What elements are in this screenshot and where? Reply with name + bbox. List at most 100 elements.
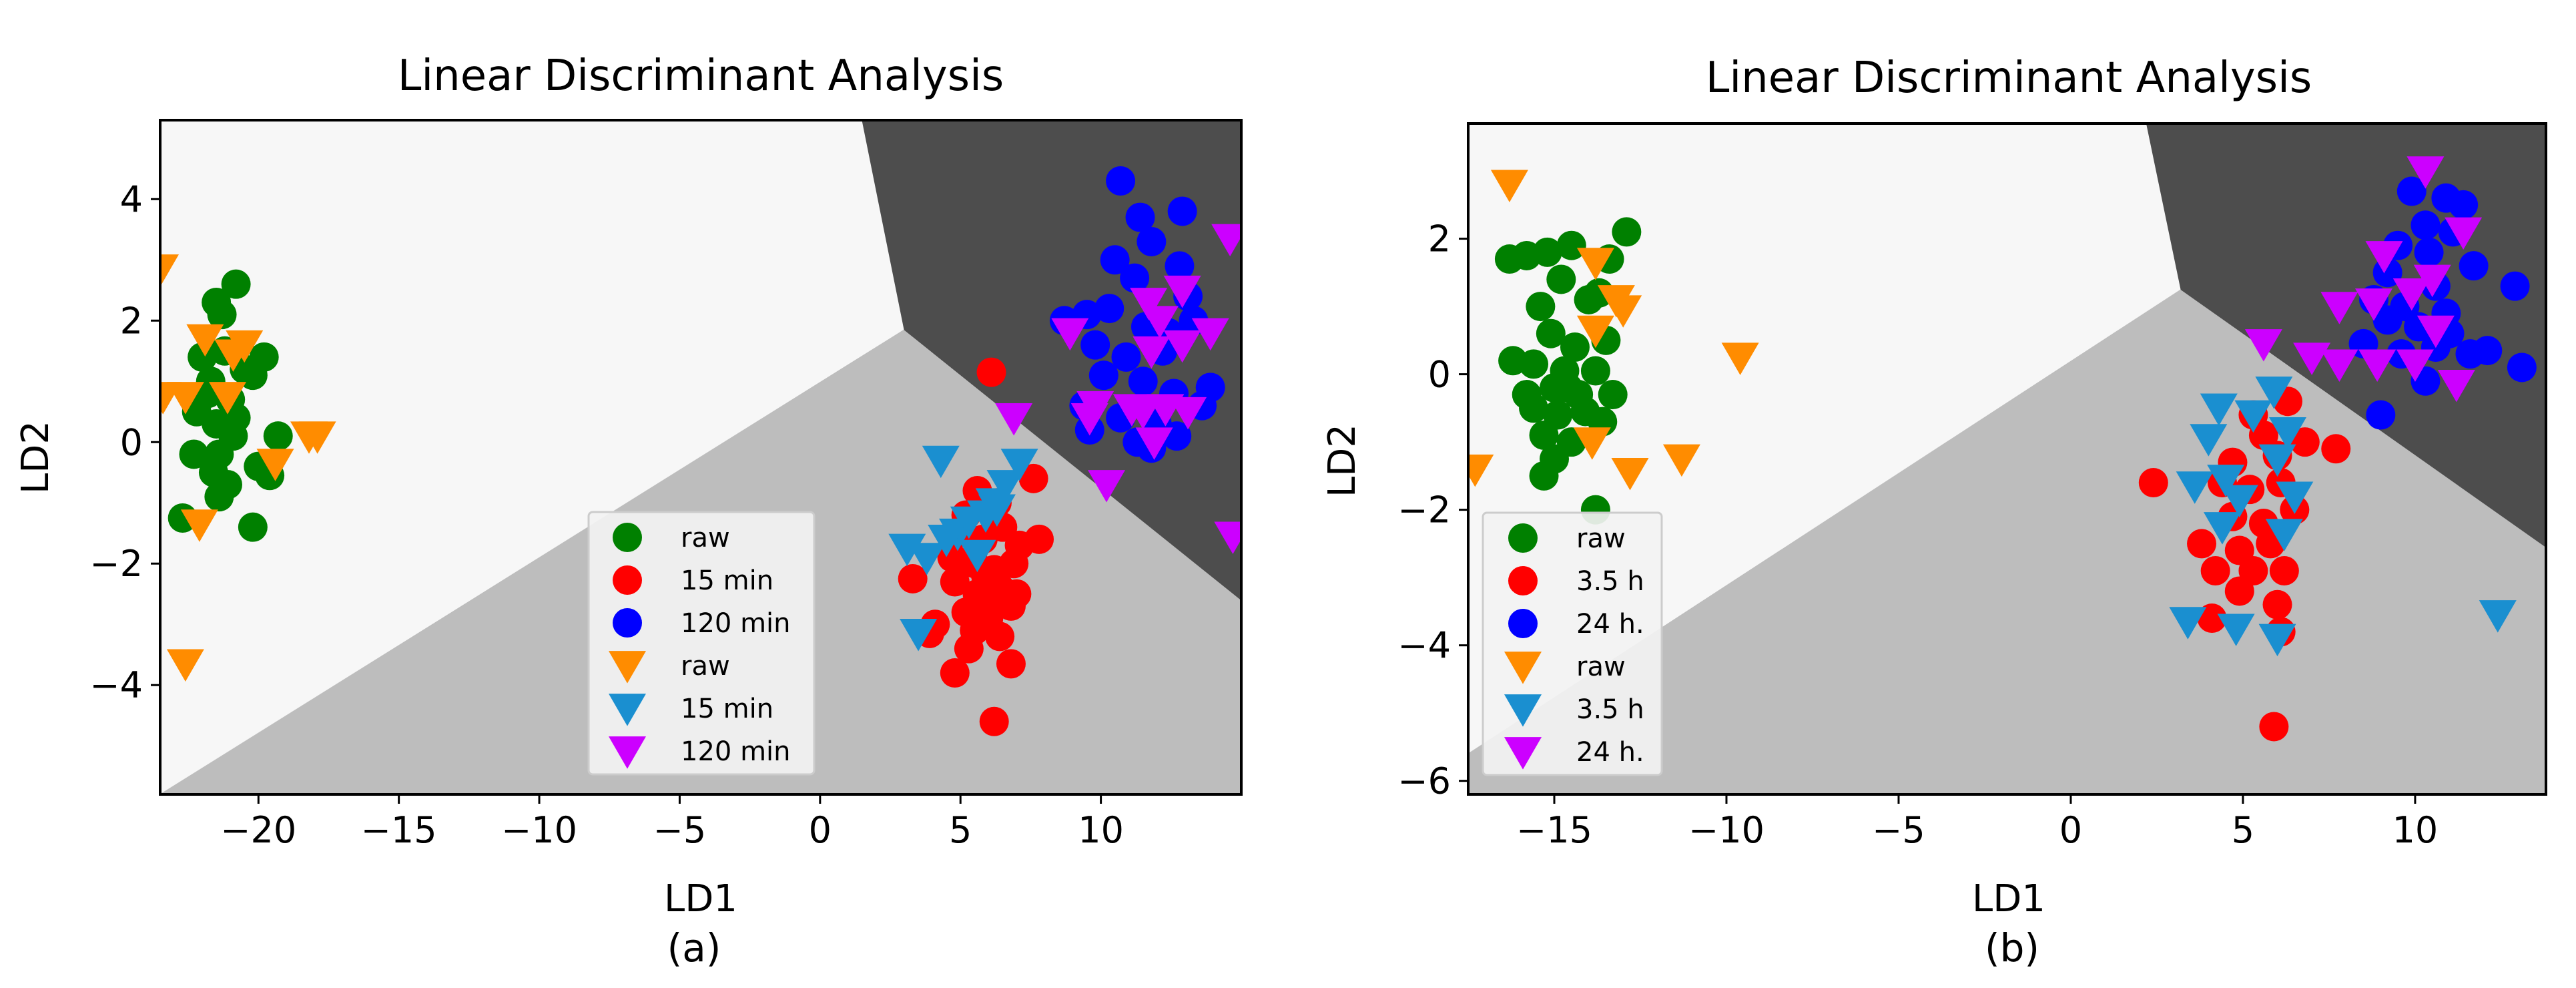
circle-point — [263, 421, 293, 451]
circle-point — [2187, 529, 2217, 559]
chart-panel-b: −15 −10 −5 0 5 10 −6 −4 −2 0 2 Linear Discriminan… — [1321, 53, 2547, 971]
circle-point — [2259, 712, 2289, 742]
circle-point — [1018, 463, 1048, 493]
y-tick-label: −4 — [1397, 625, 1451, 667]
circle-point — [1111, 342, 1141, 372]
triangle-point — [1141, 306, 1179, 338]
circle-point — [188, 342, 218, 372]
decision-region — [160, 120, 905, 330]
legend-marker — [1504, 652, 1542, 684]
circle-point — [976, 357, 1006, 387]
legend-marker — [609, 736, 646, 769]
circle-point — [1137, 226, 1167, 256]
y-tick-label: 0 — [1428, 354, 1451, 396]
legend-label: 15 min — [681, 694, 773, 724]
legend-marker — [1508, 609, 1538, 638]
triangle-point — [2365, 241, 2403, 274]
y-tick-label: −2 — [1397, 489, 1451, 531]
circle-point — [1560, 332, 1590, 362]
circle-point — [2138, 468, 2168, 498]
triangle-point — [928, 524, 966, 557]
triangle-point — [2413, 264, 2451, 298]
circle-point — [999, 549, 1029, 579]
circle-point — [2200, 556, 2230, 585]
x-axis-label-b: LD1 — [1972, 877, 2045, 921]
circle-point — [1094, 294, 1124, 324]
triangle-point — [1070, 403, 1108, 436]
legend-box-a — [587, 511, 816, 776]
triangle-point — [1576, 315, 1614, 348]
triangle-point — [2479, 600, 2517, 633]
triangle-point — [160, 254, 179, 287]
legend-label: raw — [681, 523, 730, 553]
triangle-point — [1133, 336, 1171, 369]
circle-point — [1088, 360, 1118, 391]
legend-marker — [609, 694, 646, 726]
circle-point — [1574, 284, 1604, 314]
triangle-point — [1604, 295, 1642, 328]
triangle-point — [2217, 613, 2255, 646]
triangle-point — [214, 339, 252, 372]
triangle-point — [2220, 485, 2258, 518]
x-tick-label: −15 — [1516, 809, 1592, 851]
legend-label: raw — [1576, 523, 1626, 554]
circle-point — [1526, 292, 1556, 322]
triangle-point — [1000, 449, 1038, 481]
triangle-point — [1088, 470, 1126, 503]
triangle-point — [922, 445, 960, 479]
circle-point — [2262, 589, 2292, 620]
triangle-point — [2293, 342, 2331, 375]
circle-point — [204, 482, 234, 512]
circle-point — [1120, 263, 1150, 293]
circle-point — [940, 658, 970, 688]
circle-point — [2269, 556, 2299, 585]
legend-entry: raw — [613, 523, 730, 553]
circle-point — [985, 622, 1015, 652]
legend-entry: 120 min — [613, 608, 791, 639]
legend-entry: 3.5 h — [1504, 694, 1644, 727]
circle-point — [2224, 576, 2254, 606]
triangle-point — [256, 449, 294, 481]
circle-point — [1128, 366, 1158, 397]
legend-marker — [613, 523, 642, 552]
x-tick-label: −10 — [501, 809, 577, 851]
triangle-point — [2169, 607, 2207, 640]
triangle-point — [2406, 156, 2445, 189]
circle-point — [979, 706, 1009, 736]
x-tick-label: −20 — [220, 809, 296, 851]
circle-point — [1612, 217, 1642, 247]
triangle-point — [888, 533, 926, 567]
scatter-points-a — [160, 166, 1241, 736]
legend-label: 120 min — [681, 608, 791, 639]
y-ticks-b: −6 −4 −2 0 2 — [1397, 218, 1468, 802]
x-tick-label: 5 — [949, 809, 972, 851]
circle-point — [1580, 356, 1610, 386]
triangle-point — [2276, 481, 2314, 514]
legend-marker — [1508, 566, 1538, 595]
x-tick-label: 0 — [809, 809, 832, 851]
legend-marker — [1508, 523, 1538, 553]
triangle-point — [2190, 424, 2228, 457]
chart-title-b: Linear Discriminant Analysis — [1706, 53, 2312, 103]
triangle-point — [2417, 315, 2455, 348]
circle-point — [179, 439, 209, 469]
x-tick-label: 10 — [2392, 809, 2439, 851]
y-tick-label: −4 — [89, 664, 143, 706]
circle-point — [1536, 318, 1566, 348]
scatter-points-b — [1468, 156, 2537, 742]
triangle-point — [908, 543, 946, 575]
triangle-point — [1051, 318, 1089, 351]
circle-point — [1529, 461, 1559, 491]
circle-point — [988, 585, 1018, 615]
circle-point — [204, 439, 234, 469]
circle-point — [1519, 349, 1549, 379]
circle-point — [1546, 264, 1576, 294]
y-tick-label: 2 — [1428, 218, 1451, 260]
triangle-point — [298, 421, 336, 454]
circle-point — [1553, 373, 1583, 403]
circle-point — [1512, 380, 1542, 410]
legend-b: raw 3.5 h 24 h. raw 3.5 h 24 h. — [1482, 511, 1663, 776]
x-axis-label-a: LD1 — [664, 877, 737, 921]
y-ticks-a: −4 −2 0 2 4 — [89, 178, 160, 706]
